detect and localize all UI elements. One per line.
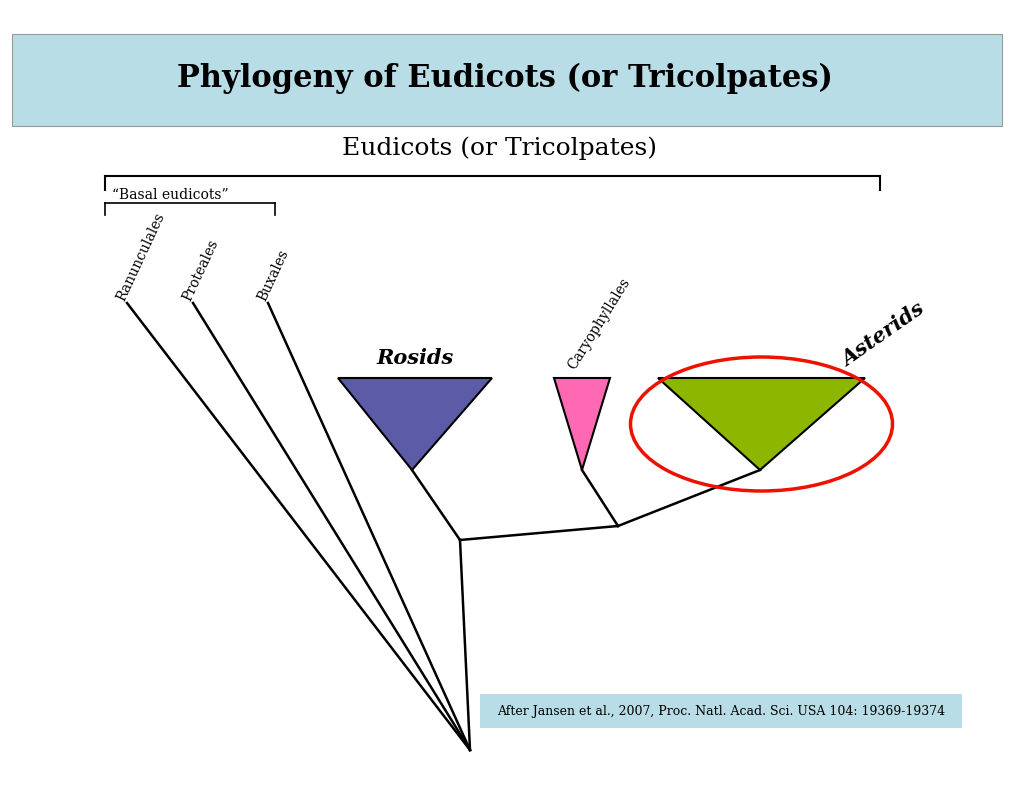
Text: Buxales: Buxales xyxy=(255,247,291,303)
Text: Rosids: Rosids xyxy=(376,348,453,368)
Text: After Jansen et al., 2007, Proc. Natl. Acad. Sci. USA 104: 19369-19374: After Jansen et al., 2007, Proc. Natl. A… xyxy=(496,704,945,718)
Polygon shape xyxy=(657,378,864,470)
Text: “Basal eudicots”: “Basal eudicots” xyxy=(112,188,228,202)
Text: Caryophyllales: Caryophyllales xyxy=(565,276,632,372)
FancyBboxPatch shape xyxy=(12,34,1001,126)
Text: Phylogeny of Eudicots (or Tricolpates): Phylogeny of Eudicots (or Tricolpates) xyxy=(177,62,833,94)
Text: Ranunculales: Ranunculales xyxy=(114,210,167,303)
FancyBboxPatch shape xyxy=(480,694,961,728)
Polygon shape xyxy=(337,378,491,470)
Polygon shape xyxy=(553,378,609,470)
Text: Asterids: Asterids xyxy=(838,299,928,370)
Text: Eudicots (or Tricolpates): Eudicots (or Tricolpates) xyxy=(342,136,657,160)
Text: Proteales: Proteales xyxy=(180,237,221,303)
